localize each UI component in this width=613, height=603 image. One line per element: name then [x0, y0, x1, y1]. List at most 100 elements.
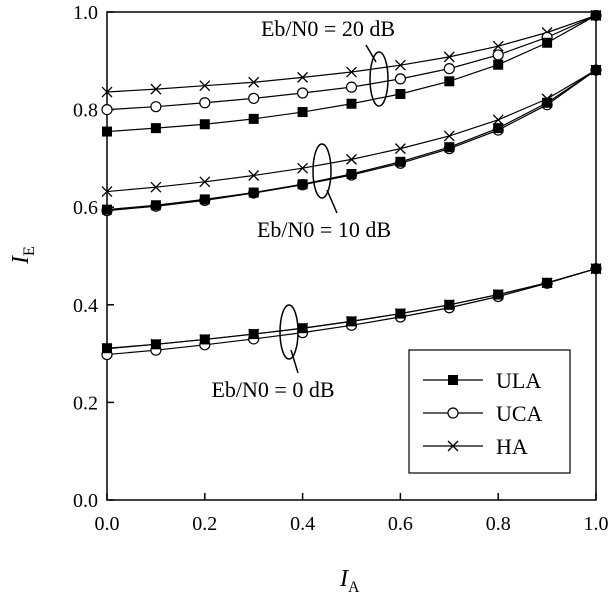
ha-marker — [297, 71, 309, 83]
y-tick-label: 1.0 — [73, 2, 98, 24]
ula-marker — [493, 123, 504, 134]
legend-box — [408, 349, 571, 474]
x-tick-label: 0.2 — [192, 513, 217, 535]
uca-marker — [101, 103, 113, 116]
legend: ULA UCA HA — [408, 349, 571, 474]
legend-label: ULA — [496, 368, 541, 393]
y-tick-label: 0.0 — [73, 490, 98, 512]
ula-marker — [150, 123, 161, 134]
uca-marker — [443, 63, 455, 75]
ula-marker — [102, 204, 112, 215]
ha-marker — [443, 51, 455, 63]
uca-marker — [492, 49, 504, 61]
ha-marker — [447, 440, 459, 452]
group-leader-line — [290, 349, 299, 374]
ula-marker — [591, 263, 601, 274]
ula-marker — [199, 194, 210, 205]
legend-label: HA — [496, 434, 528, 459]
series-group — [101, 9, 602, 137]
ula-marker — [395, 88, 406, 99]
ha-marker — [297, 162, 309, 174]
ula-marker — [542, 37, 553, 48]
ula-marker — [444, 142, 455, 153]
annotations: Eb/N0 = 20 dB Eb/N0 = 10 dB Eb/N0 = 0 dB — [211, 16, 395, 402]
uca-marker — [248, 92, 260, 104]
plot-frame — [106, 11, 597, 501]
ha-marker — [394, 143, 406, 155]
ula-marker — [395, 156, 406, 167]
x-tick-label: 0.6 — [388, 513, 413, 535]
uca-marker — [447, 407, 459, 419]
uca-marker — [150, 101, 162, 113]
x-tick-label: 1.0 — [584, 513, 609, 535]
ula-marker — [542, 97, 553, 108]
y-tick-label: 0.8 — [73, 100, 98, 122]
ha-marker — [394, 59, 406, 71]
group-leader-line — [326, 189, 338, 214]
legend-item: HA — [423, 434, 528, 459]
uca-marker — [199, 97, 211, 109]
uca-marker — [345, 81, 358, 93]
ha-marker — [199, 80, 211, 92]
ha-marker — [346, 153, 357, 165]
ula-marker — [346, 98, 357, 109]
y-tick-label: 0.6 — [73, 197, 98, 219]
ula-marker — [297, 323, 308, 334]
ula-marker — [395, 308, 406, 319]
legend-item: UCA — [423, 401, 543, 426]
ha-marker — [199, 176, 211, 188]
series-group — [101, 263, 602, 361]
group-label: Eb/N0 = 0 dB — [211, 377, 334, 402]
series-layer — [101, 9, 602, 361]
ha-marker — [492, 40, 504, 52]
ha-marker — [150, 181, 162, 193]
ula-marker — [150, 200, 161, 211]
series-line-ha — [106, 268, 597, 350]
ula-marker — [199, 119, 210, 130]
ula-marker — [346, 169, 357, 180]
ha-marker — [101, 86, 113, 98]
x-tick-label: 0.4 — [290, 513, 315, 535]
y-tick-label: 0.2 — [73, 392, 98, 414]
ha-marker — [248, 170, 260, 181]
y-tick-label: 0.4 — [73, 295, 98, 317]
ha-marker — [443, 130, 455, 142]
ula-marker — [297, 179, 308, 190]
ha-marker — [248, 76, 260, 88]
ula-marker — [591, 65, 601, 76]
legend-item: ULA — [423, 368, 541, 393]
ticks: 0.0 0.2 0.4 0.6 0.8 1.0 0.0 0.2 0.4 0.6 0.8 1.0 — [73, 2, 609, 535]
ula-marker — [444, 76, 455, 87]
ula-marker — [591, 10, 601, 21]
group-label: Eb/N0 = 10 dB — [257, 217, 391, 242]
ula-marker — [102, 343, 112, 354]
ula-marker — [444, 299, 455, 310]
uca-marker — [394, 73, 406, 85]
group-label: Eb/N0 = 20 dB — [261, 16, 395, 41]
group-brace — [369, 51, 389, 107]
ula-marker — [297, 107, 308, 118]
ula-marker — [493, 59, 504, 70]
series-line-ula — [106, 268, 597, 349]
ula-marker — [542, 277, 553, 288]
x-tick-label: 0.8 — [486, 513, 511, 535]
group-brace — [279, 304, 299, 360]
y-axis-label: IE — [8, 246, 38, 265]
ha-marker — [346, 66, 357, 78]
ula-marker — [248, 329, 259, 340]
ula-marker — [199, 334, 210, 345]
ha-marker — [101, 186, 113, 198]
ha-marker — [150, 83, 162, 95]
uca-marker — [297, 87, 309, 99]
ula-marker — [248, 187, 259, 198]
x-axis-label: IA — [339, 566, 360, 596]
series-group — [101, 64, 602, 217]
ula-marker — [346, 316, 357, 327]
ula-marker — [150, 339, 161, 350]
group-leader-line — [365, 44, 377, 63]
legend-label: UCA — [496, 401, 543, 426]
ula-marker — [448, 375, 458, 385]
group-brace — [312, 143, 332, 199]
ula-marker — [493, 289, 504, 300]
